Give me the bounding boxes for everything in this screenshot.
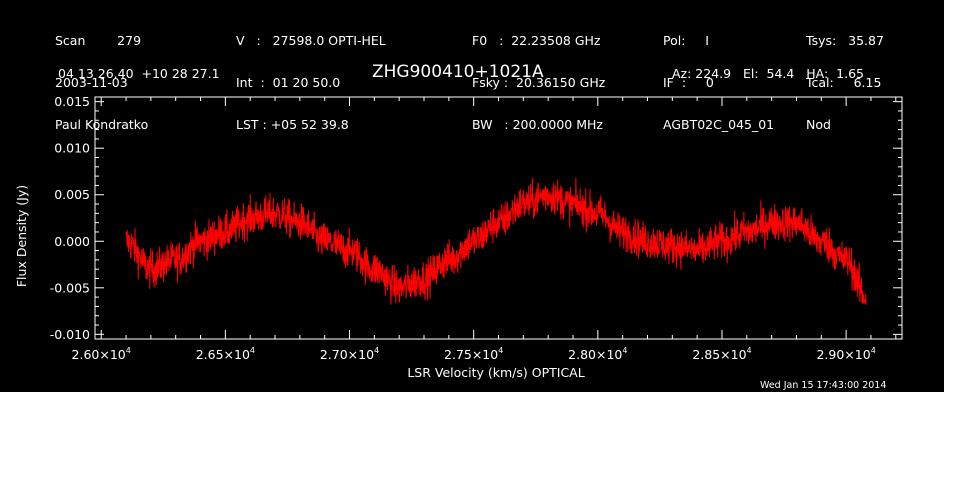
header-col2: V : 27598.0 OPTI-HEL Int : 01 20 50.0 LS… — [236, 6, 386, 160]
pol-label: Pol: I — [663, 33, 709, 48]
x-tick-label: 2.65×104 — [196, 346, 255, 362]
chart-marks — [125, 177, 867, 306]
tcal-label: Tcal: 6.15 — [806, 75, 882, 90]
mode-label: Nod — [806, 117, 831, 132]
scan-label: Scan 279 — [55, 33, 142, 48]
date-label: 2003-11-03 — [55, 75, 128, 90]
bw-label: BW : 200.0000 MHz — [472, 117, 603, 132]
timestamp-label: Wed Jan 15 17:43:00 2014 — [760, 380, 887, 391]
project-label: AGBT02C_045_01 — [663, 117, 775, 132]
y-tick-label: 0.000 — [54, 234, 90, 249]
y-axis-title: Flux Density (Jy) — [14, 185, 29, 287]
if-label: IF : 0 — [663, 75, 714, 90]
x-tick-label: 2.75×104 — [444, 346, 503, 362]
pointing-label: Az: 224.9 El: 54.4 HA: 1.65 — [672, 66, 865, 81]
observer-label: Paul Kondratko — [55, 117, 149, 132]
integration-label: Int : 01 20 50.0 — [236, 75, 341, 90]
header-col1: Scan 279 2003-11-03 Paul Kondratko — [55, 6, 148, 160]
spectrum-trace — [125, 177, 867, 306]
y-tick-label: 0.005 — [54, 187, 90, 202]
y-tick-label: 0.015 — [54, 94, 90, 109]
source-name: ZHG900410+1021A — [372, 62, 544, 82]
header-col5: Tsys: 35.87 Tcal: 6.15 Nod — [806, 6, 884, 160]
x-tick-label: 2.60×104 — [72, 346, 131, 362]
x-tick-label: 2.70×104 — [320, 346, 379, 362]
x-axis-title: LSR Velocity (km/s) OPTICAL — [407, 365, 584, 380]
f0-label: F0 : 22.23508 GHz — [472, 33, 601, 48]
y-tick-label: -0.005 — [50, 280, 90, 295]
header-col4: Pol: I IF : 0 AGBT02C_045_01 — [663, 6, 774, 160]
fsky-label: Fsky : 20.36150 GHz — [472, 75, 606, 90]
chart-axes: 2.60×104 2.65×104 2.70×104 2.75×104 2.80×104… — [50, 94, 903, 362]
tsys-label: Tsys: 35.87 — [806, 33, 884, 48]
header-col3: F0 : 22.23508 GHz Fsky : 20.36150 GHz BW… — [472, 6, 605, 160]
x-tick-label: 2.80×104 — [568, 346, 627, 362]
coordinates-label: 04 13 26.40 +10 28 27.1 — [58, 66, 220, 81]
x-tick-label: 2.90×104 — [816, 346, 875, 362]
velocity-label: V : 27598.0 OPTI-HEL — [236, 33, 386, 48]
lst-label: LST : +05 52 39.8 — [236, 117, 349, 132]
x-tick-label: 2.85×104 — [692, 346, 751, 362]
y-tick-label: -0.010 — [50, 327, 90, 342]
spectrum-chart: 2.60×104 2.65×104 2.70×104 2.75×104 2.80×104… — [14, 94, 903, 380]
plot-panel: Scan 279 2003-11-03 Paul Kondratko V : 2… — [0, 0, 944, 392]
y-tick-label: 0.010 — [54, 141, 90, 156]
